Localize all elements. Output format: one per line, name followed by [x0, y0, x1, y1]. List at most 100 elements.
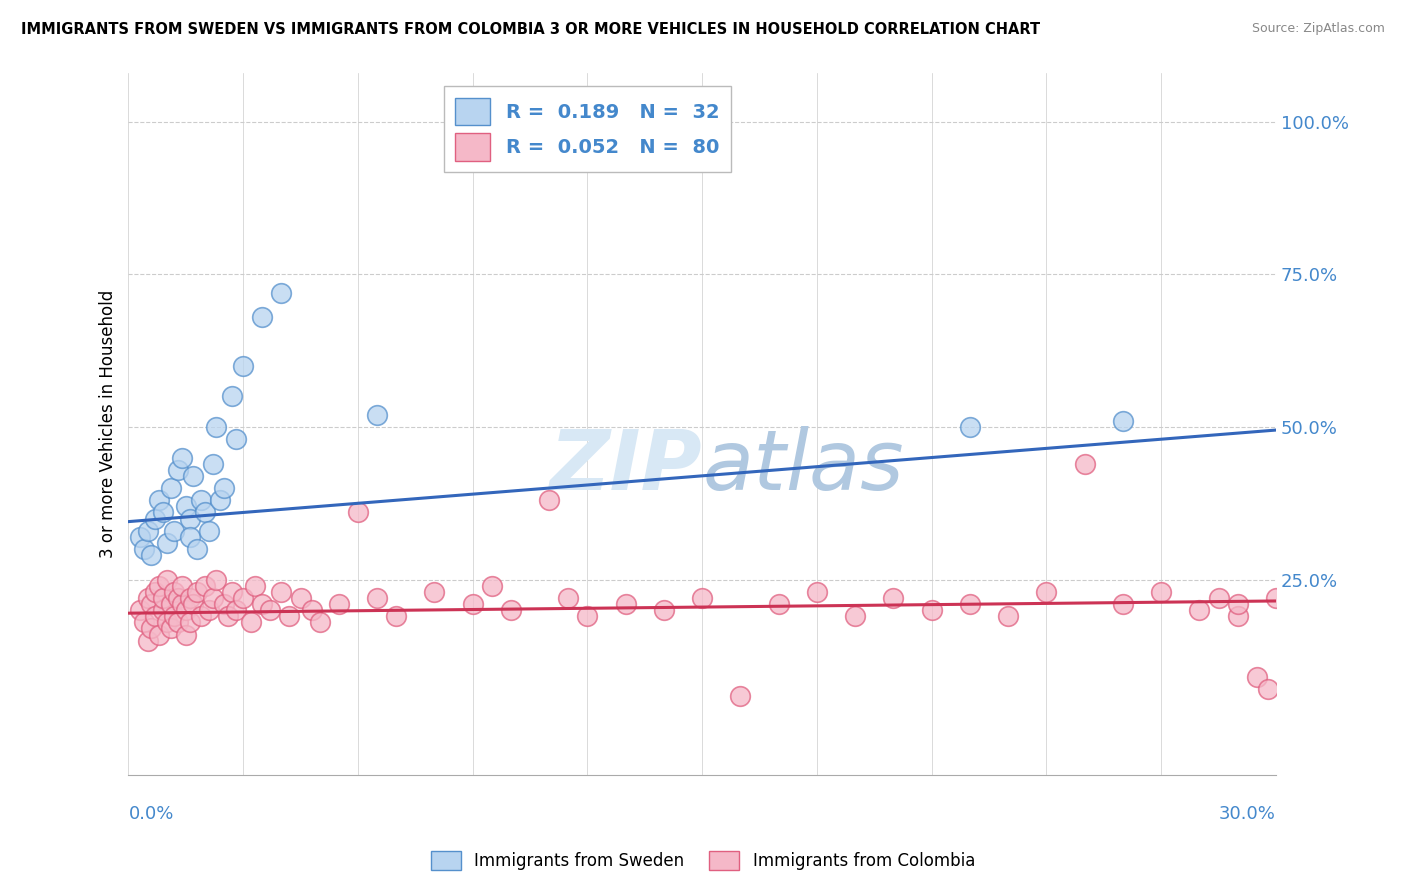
Point	[252, 597, 274, 611]
Point	[1246, 670, 1268, 684]
Point	[136, 524, 159, 538]
Point	[499, 603, 522, 617]
Point	[1073, 457, 1095, 471]
Point	[538, 493, 561, 508]
Point	[129, 603, 152, 617]
Point	[143, 609, 166, 624]
Point	[308, 615, 330, 630]
Point	[652, 603, 675, 617]
Point	[278, 609, 301, 624]
Point	[194, 579, 217, 593]
Point	[167, 463, 190, 477]
Text: 30.0%: 30.0%	[1219, 805, 1277, 823]
Point	[156, 573, 179, 587]
Point	[190, 493, 212, 508]
Point	[170, 450, 193, 465]
Point	[1226, 597, 1249, 611]
Point	[141, 548, 163, 562]
Point	[844, 609, 866, 624]
Point	[614, 597, 637, 611]
Point	[136, 591, 159, 605]
Point	[141, 597, 163, 611]
Point	[163, 584, 186, 599]
Point	[194, 506, 217, 520]
Point	[217, 609, 239, 624]
Point	[129, 530, 152, 544]
Point	[163, 609, 186, 624]
Point	[136, 633, 159, 648]
Point	[174, 627, 197, 641]
Point	[198, 524, 221, 538]
Point	[186, 584, 208, 599]
Point	[690, 591, 713, 605]
Point	[225, 432, 247, 446]
Text: Source: ZipAtlas.com: Source: ZipAtlas.com	[1251, 22, 1385, 36]
Point	[270, 285, 292, 300]
Point	[174, 500, 197, 514]
Point	[174, 603, 197, 617]
Point	[1257, 682, 1279, 697]
Point	[576, 609, 599, 624]
Point	[301, 603, 323, 617]
Point	[1112, 597, 1135, 611]
Y-axis label: 3 or more Vehicles in Household: 3 or more Vehicles in Household	[100, 290, 117, 558]
Point	[959, 420, 981, 434]
Point	[239, 615, 262, 630]
Point	[179, 615, 201, 630]
Point	[1150, 584, 1173, 599]
Point	[148, 579, 170, 593]
Point	[143, 584, 166, 599]
Point	[152, 506, 174, 520]
Point	[225, 603, 247, 617]
Point	[205, 573, 228, 587]
Point	[201, 591, 224, 605]
Point	[179, 591, 201, 605]
Point	[290, 591, 312, 605]
Point	[159, 622, 181, 636]
Point	[190, 609, 212, 624]
Point	[183, 468, 205, 483]
Point	[156, 536, 179, 550]
Point	[806, 584, 828, 599]
Point	[152, 591, 174, 605]
Point	[167, 591, 190, 605]
Point	[232, 359, 254, 373]
Point	[1265, 591, 1288, 605]
Point	[1188, 603, 1211, 617]
Point	[186, 542, 208, 557]
Point	[347, 506, 370, 520]
Point	[201, 457, 224, 471]
Point	[252, 310, 274, 325]
Point	[423, 584, 446, 599]
Point	[170, 579, 193, 593]
Point	[461, 597, 484, 611]
Point	[141, 622, 163, 636]
Point	[1035, 584, 1057, 599]
Legend: R =  0.189   N =  32, R =  0.052   N =  80: R = 0.189 N = 32, R = 0.052 N = 80	[444, 87, 731, 172]
Text: atlas: atlas	[702, 425, 904, 507]
Point	[730, 689, 752, 703]
Point	[132, 542, 155, 557]
Point	[366, 591, 388, 605]
Point	[179, 530, 201, 544]
Point	[152, 603, 174, 617]
Point	[148, 493, 170, 508]
Point	[212, 597, 235, 611]
Point	[143, 511, 166, 525]
Point	[270, 584, 292, 599]
Text: 0.0%: 0.0%	[128, 805, 174, 823]
Point	[1226, 609, 1249, 624]
Point	[212, 481, 235, 495]
Point	[156, 615, 179, 630]
Point	[959, 597, 981, 611]
Point	[179, 511, 201, 525]
Point	[385, 609, 408, 624]
Point	[232, 591, 254, 605]
Point	[768, 597, 790, 611]
Point	[221, 389, 243, 403]
Point	[1112, 414, 1135, 428]
Point	[163, 524, 186, 538]
Point	[159, 481, 181, 495]
Legend: Immigrants from Sweden, Immigrants from Colombia: Immigrants from Sweden, Immigrants from …	[425, 844, 981, 877]
Point	[366, 408, 388, 422]
